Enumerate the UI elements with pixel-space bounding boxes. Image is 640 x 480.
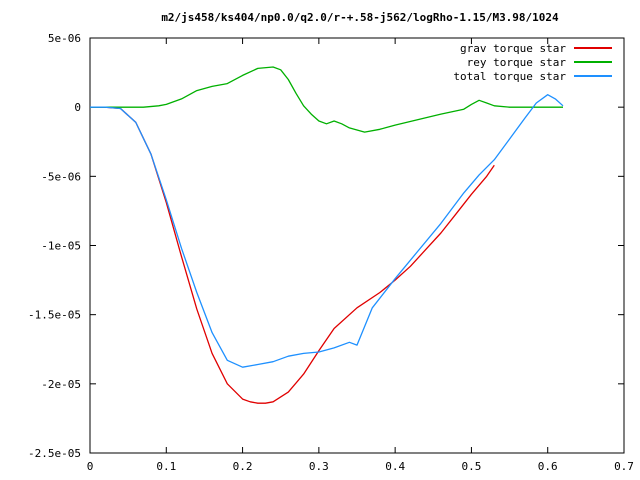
- y-tick-label: -1.5e-05: [28, 309, 81, 322]
- x-tick-label: 0.4: [385, 460, 405, 473]
- x-tick-label: 0: [87, 460, 94, 473]
- axes-ticks: 0 0.1 0.2 0.3 0.4 0.5 0.6 0.7 5e-06 0 -5e-06 -1e-05…: [28, 32, 634, 473]
- y-tick-label: -5e-06: [41, 170, 81, 183]
- legend-label-2: rey torque star: [467, 56, 567, 69]
- legend-label-1: grav torque star: [460, 42, 566, 55]
- x-tick-label: 0.1: [156, 460, 176, 473]
- x-tick-label: 0.7: [614, 460, 634, 473]
- x-tick-label: 0.5: [461, 460, 481, 473]
- x-tick-label: 0.6: [538, 460, 558, 473]
- x-tick-label: 0.2: [233, 460, 253, 473]
- series-layer: [90, 66, 564, 404]
- legend-label-3: total torque star: [453, 70, 566, 83]
- y-tick-label: 5e-06: [48, 32, 81, 45]
- y-tick-label: -2.5e-05: [28, 447, 81, 460]
- series-line-2: [90, 66, 563, 133]
- y-tick-label: -1e-05: [41, 240, 81, 253]
- y-tick-label: 0: [74, 101, 81, 114]
- plot-frame: [89, 37, 625, 454]
- x-tick-label: 0.3: [309, 460, 329, 473]
- chart-title: m2/js458/ks404/np0.0/q2.0/r-+.58-j562/lo…: [161, 11, 559, 24]
- series-line-3: [90, 94, 564, 368]
- y-tick-label: -2e-05: [41, 378, 81, 391]
- series-line-1: [90, 106, 495, 404]
